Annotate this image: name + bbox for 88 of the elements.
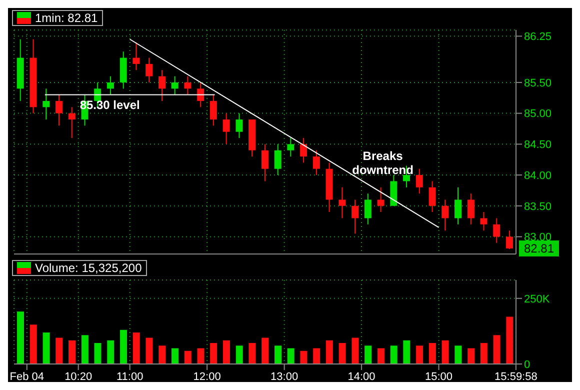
bar	[390, 346, 398, 364]
bar	[17, 312, 24, 364]
y-tick-label: 84.00	[524, 170, 552, 182]
y-tick-label: 250K	[524, 293, 550, 306]
bar	[146, 338, 153, 364]
x-tick-label: 13:00	[270, 370, 298, 383]
candlestick	[428, 180, 436, 213]
bar	[442, 340, 449, 364]
candlestick	[377, 186, 384, 213]
candlestick	[352, 199, 359, 234]
candlestick	[42, 88, 50, 120]
bar	[506, 316, 514, 364]
bar	[248, 343, 256, 364]
bar	[364, 346, 372, 364]
bar	[428, 343, 436, 364]
bar	[94, 343, 102, 364]
x-tick-label: Feb 04	[10, 370, 44, 383]
x-tick-label: 15:00	[425, 370, 453, 383]
legend-label: 1min: 82.81	[35, 11, 98, 25]
x-tick-label: 12:00	[193, 370, 221, 383]
bar	[493, 335, 500, 364]
bar	[377, 348, 384, 364]
candlestick	[261, 144, 268, 182]
bar	[56, 338, 63, 364]
bar	[326, 340, 333, 364]
text: 82.81	[524, 241, 554, 256]
bar	[158, 346, 166, 364]
candlestick	[184, 76, 192, 96]
bar	[132, 332, 140, 364]
candlestick	[416, 168, 423, 194]
candlestick	[300, 137, 308, 164]
bar	[171, 348, 178, 364]
bar	[468, 348, 475, 364]
candlestick	[312, 150, 320, 176]
bar	[236, 346, 243, 364]
bar	[184, 350, 192, 364]
candlestick	[106, 76, 114, 96]
bar	[403, 340, 410, 364]
x-tick-label: 11:00	[116, 370, 144, 383]
bar	[352, 338, 359, 364]
y-tick-label: 85.50	[524, 77, 552, 90]
bar	[68, 340, 76, 364]
candlestick	[454, 186, 462, 225]
candlestick	[158, 70, 166, 102]
candlestick	[222, 112, 230, 145]
candlestick	[467, 193, 474, 225]
bar	[197, 348, 204, 364]
bar	[222, 340, 230, 364]
x-tick-label: 14:00	[348, 370, 376, 383]
candlestick	[55, 94, 62, 126]
candlestick	[236, 112, 243, 138]
bar	[416, 346, 424, 364]
bar	[313, 348, 320, 364]
bar	[287, 348, 294, 364]
bar	[262, 338, 269, 364]
candlestick	[146, 57, 153, 83]
candlestick	[171, 76, 178, 96]
candlestick	[442, 199, 449, 232]
y-tick-label: 86.25	[524, 31, 552, 44]
y-tick-label: 83.50	[524, 200, 552, 213]
bar	[300, 350, 308, 364]
candlestick	[506, 230, 514, 250]
bar	[81, 335, 88, 364]
x-tick-label: 10:20	[64, 370, 92, 383]
bar	[480, 343, 488, 364]
candlestick	[493, 218, 500, 244]
candlestick	[132, 42, 140, 71]
candlestick	[210, 94, 217, 126]
bar	[107, 340, 114, 364]
candlestick	[287, 137, 294, 157]
bar	[338, 343, 346, 364]
bar	[454, 346, 462, 364]
candlestick	[364, 193, 372, 225]
legend-label: Volume: 15,325,200	[35, 261, 142, 275]
y-tick-label: 0	[524, 358, 530, 371]
candlestick	[480, 212, 488, 232]
candlestick	[338, 186, 346, 219]
bar	[210, 343, 218, 364]
candlestick	[274, 144, 282, 176]
bar	[120, 330, 128, 364]
bar	[30, 324, 37, 364]
y-tick-label: 84.50	[524, 139, 552, 152]
x-tick-label: 15:59:58	[494, 370, 538, 383]
candlestick	[68, 106, 76, 138]
y-tick-label: 85.00	[524, 108, 552, 120]
candlestick	[197, 82, 204, 108]
bar	[42, 332, 50, 364]
bar	[274, 346, 282, 364]
